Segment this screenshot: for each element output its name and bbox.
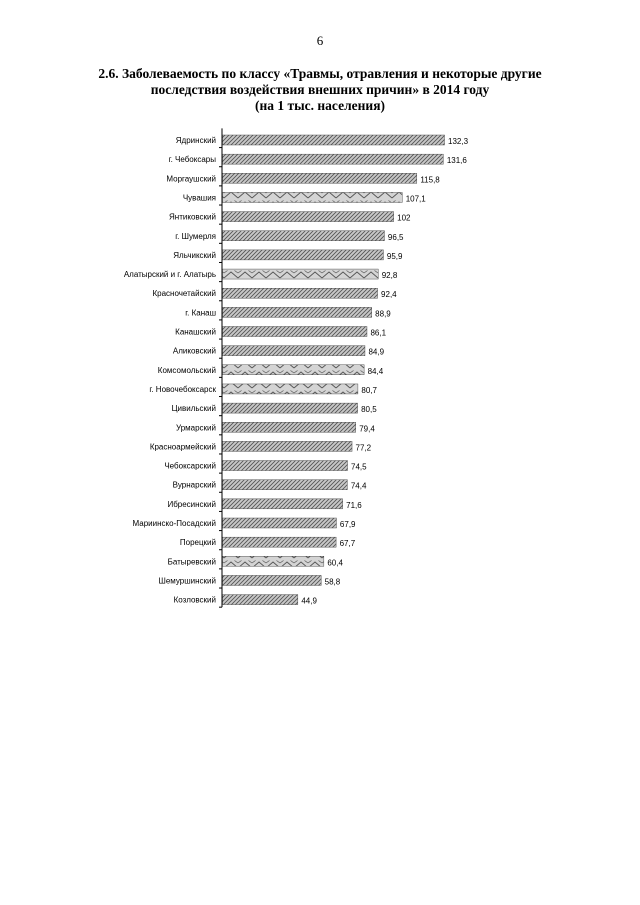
chart-title-line-1: 2.6. Заболеваемость по классу «Травмы, о… (98, 66, 542, 81)
category-label: г. Шумерля (175, 232, 216, 241)
category-label: г. Новочебоксарск (149, 385, 216, 394)
bar (222, 441, 353, 452)
value-label: 60,4 (327, 558, 343, 567)
chart-title-line-3: (на 1 тыс. населения) (254, 98, 386, 113)
category-label: Янтиковский (169, 213, 216, 222)
category-label: Мариинско-Посадский (133, 519, 216, 528)
bar (222, 402, 358, 414)
value-label: 74,4 (351, 482, 367, 491)
chart-title-line-2: последствия воздействия внешних причин» … (150, 82, 490, 97)
value-label: 115,8 (420, 175, 440, 184)
value-label: 84,9 (368, 348, 384, 357)
value-label: 44,9 (301, 597, 317, 606)
category-label: Козловский (174, 596, 216, 605)
bar (222, 134, 445, 146)
category-label: Чувашия (183, 193, 216, 202)
value-label: 132,3 (448, 137, 469, 146)
bar (222, 288, 378, 299)
value-label: 88,9 (375, 309, 391, 318)
bar (222, 460, 348, 471)
bar (222, 249, 384, 261)
bar (222, 575, 322, 586)
value-label: 71,6 (346, 501, 362, 510)
bar (222, 594, 299, 605)
category-label: Моргаушский (166, 174, 216, 183)
category-label: Комсомольский (158, 366, 216, 375)
category-label: Яльчикский (173, 251, 216, 260)
bar (222, 479, 348, 490)
value-label: 58,8 (325, 577, 341, 586)
category-label: Красночетайский (152, 289, 216, 298)
value-label: 84,4 (368, 367, 384, 376)
chart-title: 2.6. Заболеваемость по классу «Травмы, о… (60, 66, 580, 114)
category-label: Ибресинский (167, 500, 216, 509)
value-label: 107,1 (406, 194, 427, 203)
category-label: Ядринский (176, 136, 216, 145)
category-label: Батыревский (168, 557, 216, 566)
value-label: 92,4 (381, 290, 397, 299)
value-label: 67,9 (340, 520, 356, 529)
bar (222, 326, 368, 337)
category-label: Чебоксарский (164, 462, 216, 471)
value-label: 96,5 (388, 233, 404, 242)
value-label: 95,9 (387, 252, 403, 261)
category-label: г. Канаш (185, 308, 216, 317)
bar (222, 383, 359, 395)
category-label: г. Чебоксары (169, 155, 217, 164)
category-label: Аликовский (173, 347, 216, 356)
value-label: 102 (397, 214, 411, 223)
category-label: Шемуршинский (159, 576, 216, 585)
bar (222, 230, 385, 241)
bar (222, 498, 343, 510)
bar (222, 307, 372, 318)
bar (222, 422, 356, 433)
category-label: Порецкий (180, 538, 216, 547)
bar (222, 192, 403, 203)
bar (222, 364, 365, 375)
category-label: Алатырский и г. Алатырь (124, 270, 216, 279)
bar (222, 536, 337, 548)
bar (222, 556, 325, 567)
value-label: 92,8 (382, 271, 398, 280)
bar (222, 268, 379, 280)
bar (222, 153, 444, 165)
value-label: 67,7 (340, 539, 356, 548)
bar (222, 211, 394, 222)
page-number: 6 (316, 33, 324, 48)
bar (222, 517, 337, 529)
value-label: 79,4 (359, 424, 375, 433)
bar (222, 173, 418, 184)
category-label: Красноармейский (150, 442, 216, 451)
category-label: Канашский (175, 328, 216, 337)
category-label: Цивильский (172, 404, 216, 413)
value-label: 131,6 (447, 156, 468, 165)
value-label: 74,5 (351, 463, 367, 472)
bar (222, 345, 366, 356)
value-label: 80,5 (361, 405, 377, 414)
value-label: 86,1 (370, 329, 386, 338)
category-label: Вурнарский (173, 481, 216, 490)
value-label: 77,2 (356, 443, 372, 452)
value-label: 80,7 (361, 386, 377, 395)
category-label: Урмарский (176, 423, 216, 432)
